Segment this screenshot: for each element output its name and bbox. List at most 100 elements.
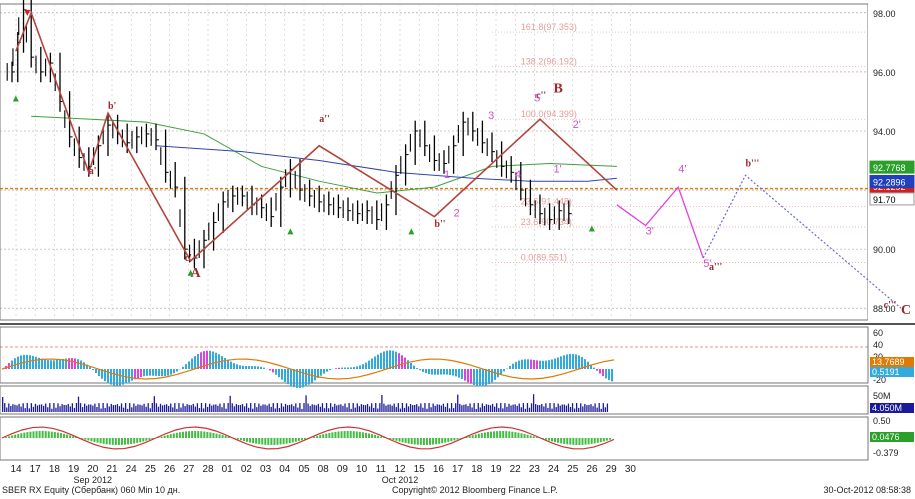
volume-bar xyxy=(432,403,434,412)
volume-bar xyxy=(573,408,576,412)
oscillator-bar xyxy=(569,353,571,369)
volume-bar xyxy=(88,404,90,412)
minor-wave-label: 5' xyxy=(703,258,711,270)
wave-label: A xyxy=(191,266,202,281)
moving-average-blue xyxy=(155,145,617,182)
macd-bar xyxy=(11,435,14,438)
volume-bar xyxy=(254,403,256,412)
oscillator-bar xyxy=(455,369,457,377)
macd-bar xyxy=(188,431,191,438)
macd-bar xyxy=(32,431,35,438)
macd-bar xyxy=(96,438,99,443)
macd-bar xyxy=(136,438,139,443)
volume-bar xyxy=(442,403,445,412)
oscillator-bar xyxy=(521,359,523,369)
macd-bar xyxy=(361,432,364,438)
volume-bar xyxy=(489,405,492,412)
macd-bar xyxy=(93,438,96,443)
volume-bar xyxy=(487,404,490,412)
volume-bar xyxy=(22,403,24,412)
volume-bar xyxy=(518,403,520,412)
volume-bar xyxy=(491,403,494,412)
volume-bar xyxy=(539,405,541,412)
macd-bar xyxy=(368,433,370,438)
macd-bar xyxy=(471,435,474,438)
volume-bar xyxy=(184,406,186,412)
macd-bar xyxy=(127,438,130,445)
volume-bar xyxy=(594,403,596,412)
oscillator-bar xyxy=(524,359,526,369)
volume-bar xyxy=(301,408,303,412)
volume-bar xyxy=(213,404,215,412)
macd-bar xyxy=(447,438,450,442)
volume-bar xyxy=(514,404,516,412)
oscillator-bar xyxy=(77,359,79,369)
volume-bar xyxy=(551,408,553,412)
volume-bar xyxy=(6,407,8,412)
macd-bar xyxy=(108,438,111,445)
volume-bar xyxy=(559,405,561,412)
macd-bar xyxy=(224,435,227,438)
volume-bar xyxy=(340,404,342,412)
macd-bar xyxy=(337,431,340,438)
volume-bar xyxy=(241,404,244,412)
macd-bar xyxy=(331,432,334,438)
volume-bar xyxy=(18,403,20,412)
macd-bar xyxy=(139,438,142,443)
x-tick-label: 05 xyxy=(298,464,310,475)
x-tick-label: 24 xyxy=(126,464,138,475)
volume-bar xyxy=(223,403,225,412)
oscillator-bar xyxy=(593,367,595,369)
month-label: Sep 2012 xyxy=(74,475,113,485)
volume-bar xyxy=(291,404,293,412)
oscillator-bar xyxy=(596,369,598,371)
macd-bar xyxy=(325,433,328,438)
oscillator-bar xyxy=(536,360,538,369)
volume-bar xyxy=(258,403,260,412)
macd-bar xyxy=(474,434,477,438)
macd-bar xyxy=(416,438,419,445)
volume-bar xyxy=(364,405,367,412)
macd-bar xyxy=(90,438,93,442)
macd-bar xyxy=(246,438,248,442)
volume-bar xyxy=(2,397,4,412)
oscillator-bar xyxy=(275,369,277,375)
oscillator-bar xyxy=(551,359,553,369)
level-badge xyxy=(869,175,915,189)
oscillator-bar xyxy=(557,357,559,369)
volume-bar xyxy=(127,408,129,412)
macd-bar xyxy=(69,435,72,438)
volume-bar xyxy=(588,404,590,412)
macd-bar xyxy=(53,432,56,438)
volume-bar xyxy=(129,403,131,412)
macd-bar xyxy=(401,438,404,443)
macd-bar xyxy=(59,433,62,438)
volume-bar xyxy=(143,403,145,412)
oscillator-bar xyxy=(104,369,106,382)
oscillator-bar xyxy=(194,356,196,369)
oscillator-bar xyxy=(47,359,49,369)
volume-bar xyxy=(215,404,217,412)
x-tick-label: 19 xyxy=(68,464,80,475)
volume-bar xyxy=(299,403,301,412)
volume-bar xyxy=(504,403,506,412)
volume-bar xyxy=(459,403,461,412)
signal-marker xyxy=(408,228,415,235)
volume-bar xyxy=(180,407,182,412)
macd-bar xyxy=(374,434,377,438)
volume-bar xyxy=(541,403,543,412)
macd-bar xyxy=(151,438,154,440)
volume-bar xyxy=(229,395,231,412)
macd-bar xyxy=(124,438,126,445)
price-tick-label: 96.00 xyxy=(873,68,896,78)
volume-bar xyxy=(262,404,264,412)
volume-bar xyxy=(430,407,432,412)
oscillator-bar xyxy=(338,367,340,369)
oscillator-bar xyxy=(401,355,403,369)
macd-bar xyxy=(419,438,422,445)
volume-bar xyxy=(47,407,49,412)
macd-bar xyxy=(160,436,163,438)
volume-bar xyxy=(580,403,582,412)
oscillator-bar xyxy=(50,360,52,369)
fib-level-label: 161.8(97.353) xyxy=(521,22,577,32)
